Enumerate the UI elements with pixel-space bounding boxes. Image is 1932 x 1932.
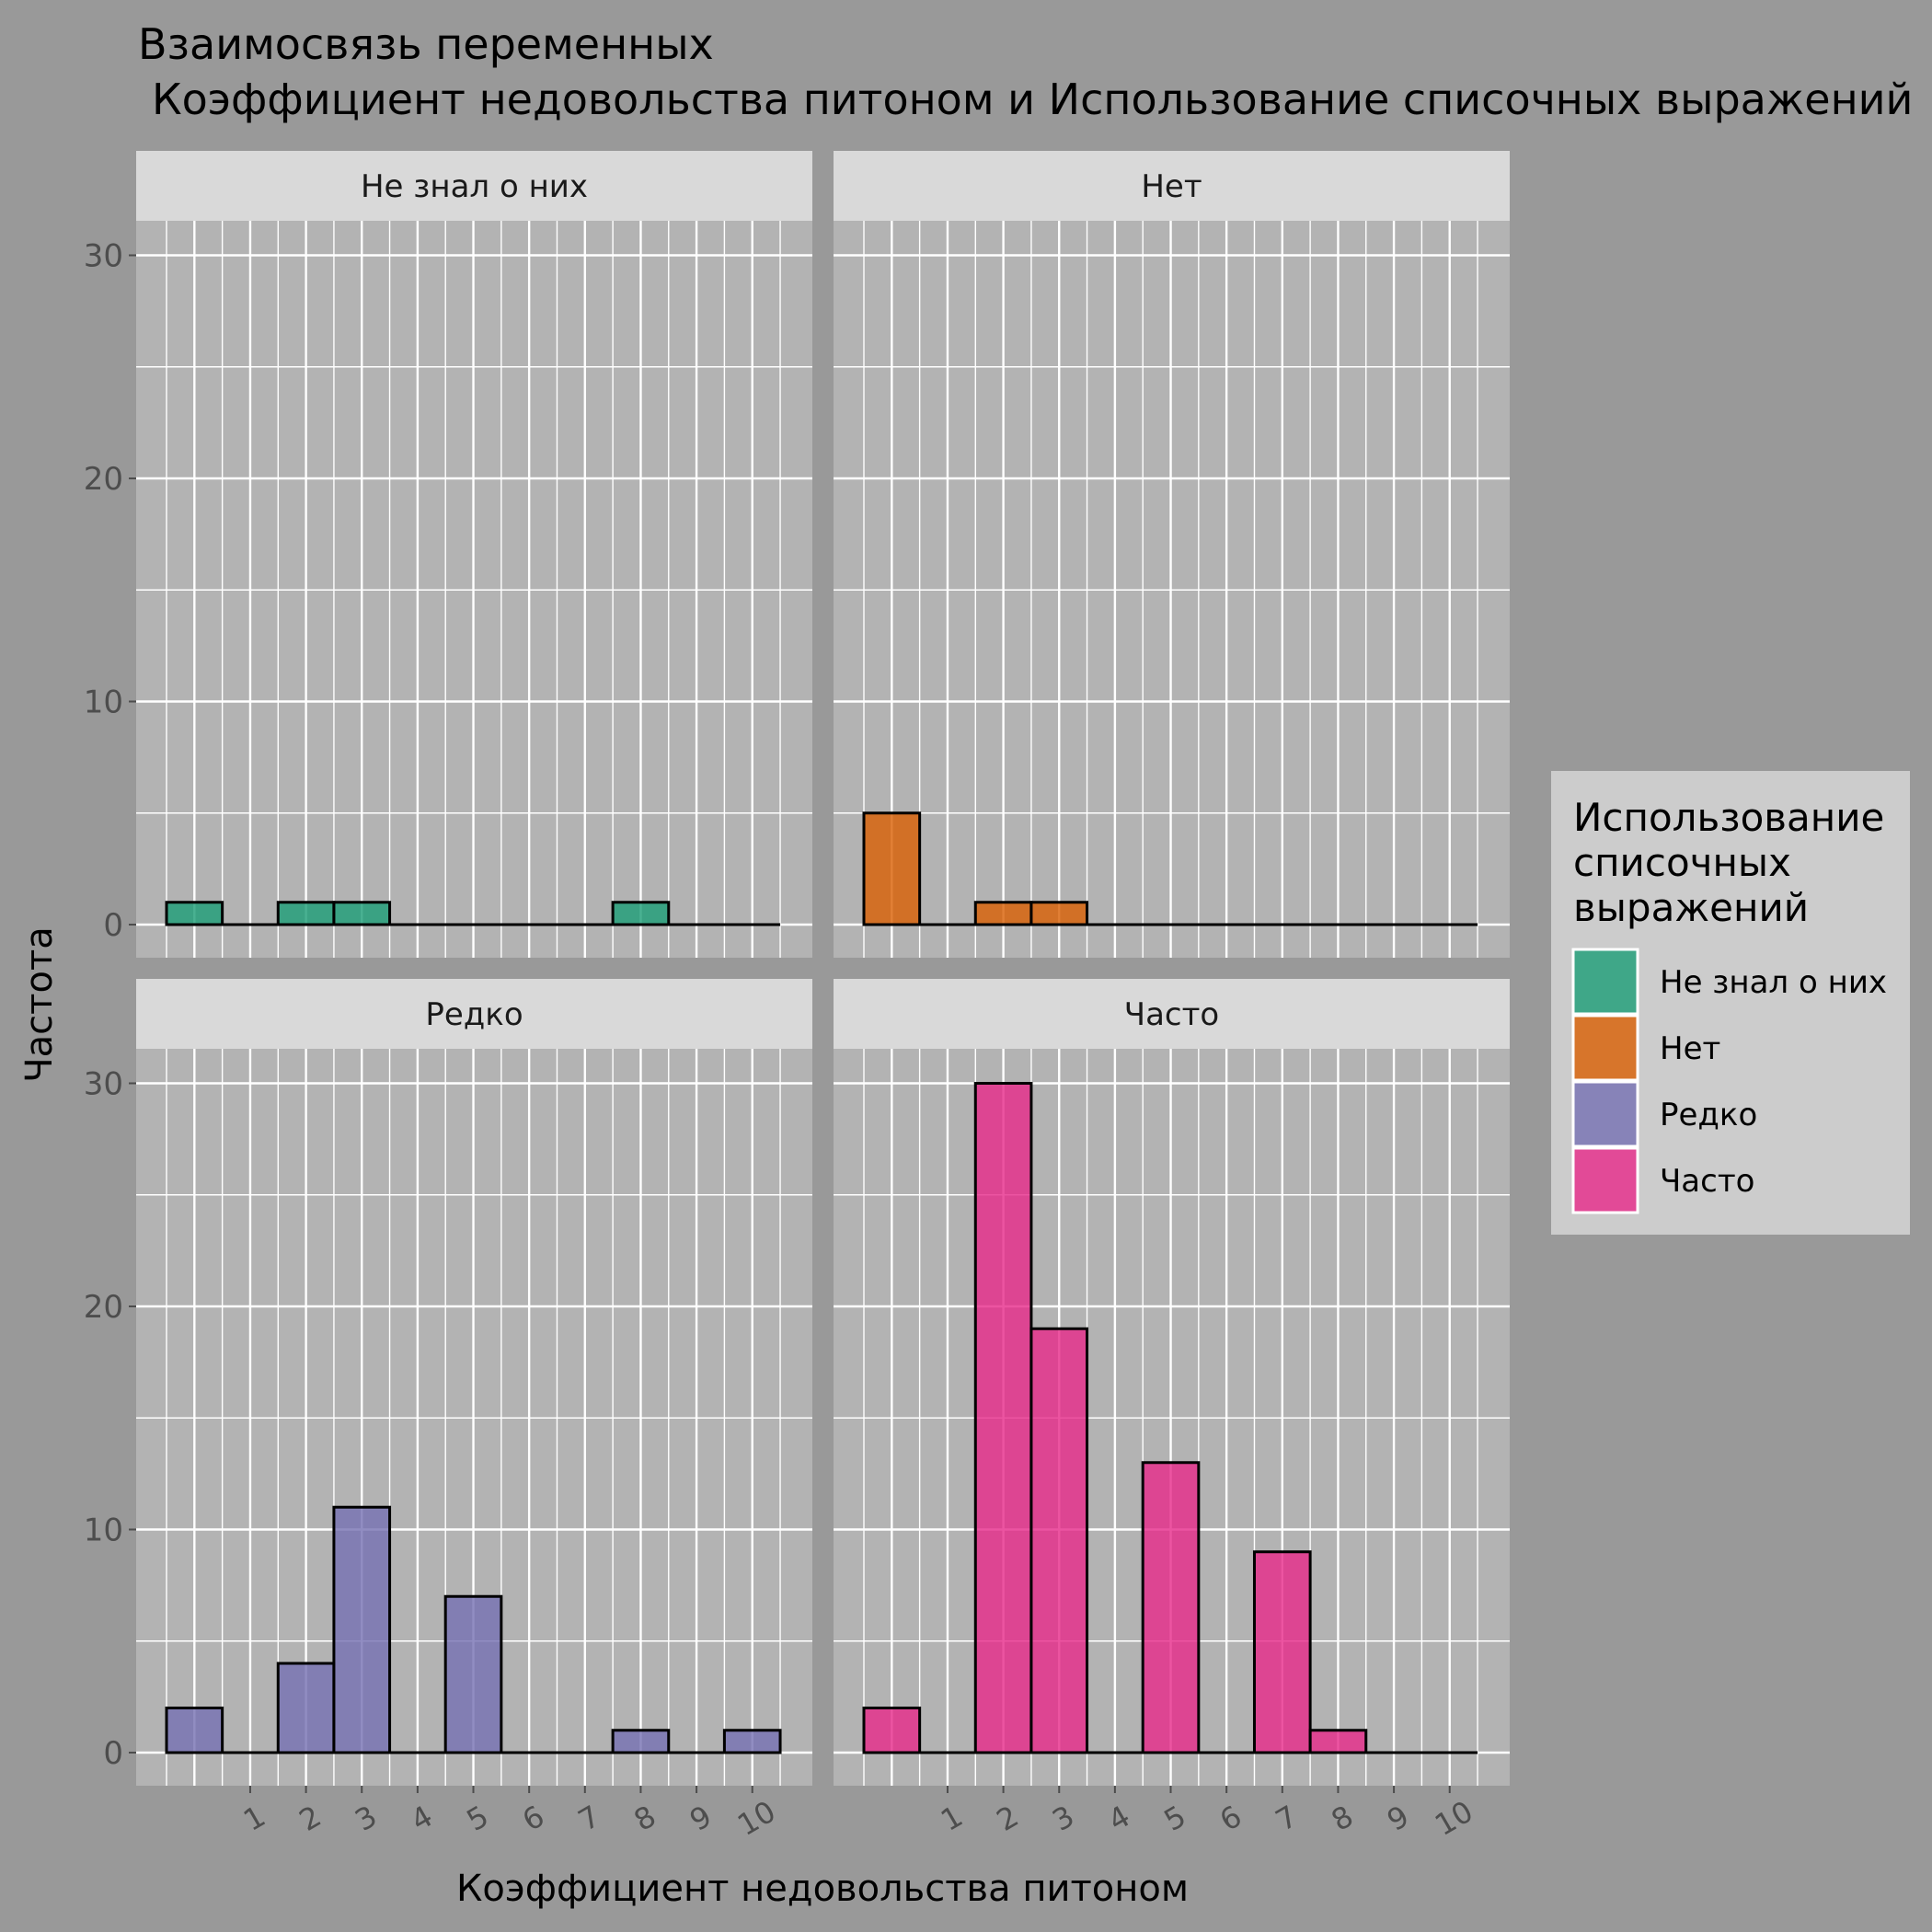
bar	[276, 901, 336, 926]
x-tick-label: 4	[405, 1799, 439, 1838]
facet-panel: Редко 0 10 20 30 1 2 3 4 5 6 7 8 9 10	[84, 979, 812, 1843]
legend-label: Часто	[1660, 1163, 1754, 1200]
chart-title-line2: Коэффициент недовольства питоном и Испол…	[152, 75, 1913, 124]
x-tick-label: 3	[1046, 1799, 1080, 1838]
facet-strip	[834, 979, 1510, 1049]
y-tick-label: 10	[84, 1512, 123, 1549]
legend-label: Не знал о них	[1660, 964, 1887, 1001]
x-tick-label: 2	[991, 1799, 1025, 1838]
x-tick-label: 4	[1102, 1799, 1136, 1838]
bar	[862, 1707, 922, 1754]
bar	[611, 901, 671, 926]
facet-panel: Нет	[834, 151, 1510, 958]
bar	[332, 901, 392, 926]
chart-title-line1: Взаимосвязь переменных	[138, 19, 714, 69]
x-tick-label: 1	[237, 1799, 271, 1838]
x-tick-label: 6	[1213, 1799, 1248, 1838]
bar	[862, 811, 922, 926]
bar	[1252, 1550, 1312, 1754]
x-tick-label: 5	[1158, 1799, 1192, 1838]
legend-key	[1571, 1146, 1639, 1214]
bar	[443, 1594, 503, 1754]
x-tick-label: 6	[516, 1799, 550, 1838]
bar	[1141, 1461, 1201, 1754]
facet-strip	[834, 151, 1510, 221]
facet-panel: Часто 1 2 3 4 5 6 7 8 9 10	[834, 979, 1510, 1843]
bar	[165, 1707, 224, 1754]
bar	[973, 1082, 1033, 1754]
x-tick-label: 2	[293, 1799, 328, 1838]
x-tick-label: 9	[684, 1799, 718, 1838]
y-tick-label: 20	[84, 1289, 123, 1326]
x-tick-label: 10	[731, 1794, 781, 1843]
x-tick-label: 7	[1270, 1799, 1304, 1838]
bar	[332, 1505, 392, 1754]
facet-strip	[136, 979, 812, 1049]
bar	[165, 901, 224, 926]
bar	[276, 1662, 336, 1754]
x-tick-label: 5	[461, 1799, 495, 1838]
legend-label: Нет	[1660, 1030, 1720, 1067]
legend-label: Редко	[1660, 1097, 1757, 1133]
y-tick-label: 20	[84, 461, 123, 498]
legend-title: Использование	[1573, 795, 1884, 840]
facet-panel: Не знал о них 0 10 20 30	[84, 151, 812, 958]
legend-title: списочных	[1573, 840, 1791, 885]
x-tick-label: 8	[628, 1799, 662, 1838]
x-tick-label: 8	[1326, 1799, 1360, 1838]
y-axis-title: Частота	[18, 926, 61, 1083]
x-tick-label: 1	[935, 1799, 969, 1838]
facet-strip	[136, 151, 812, 221]
y-tick-label: 30	[84, 1066, 123, 1103]
x-axis-title: Коэффициент недовольства питоном	[456, 1868, 1189, 1910]
y-tick-label: 0	[103, 1735, 123, 1772]
facet-strip-label: Редко	[425, 996, 523, 1033]
legend-key	[1571, 948, 1639, 1016]
y-tick-label: 30	[84, 238, 123, 275]
bar	[1029, 901, 1089, 926]
facet-strip-label: Нет	[1141, 168, 1202, 205]
legend-key	[1571, 1080, 1639, 1148]
facet-strip-label: Часто	[1124, 996, 1219, 1033]
y-tick-label: 10	[84, 684, 123, 721]
bar	[722, 1729, 782, 1754]
x-tick-label: 3	[349, 1799, 383, 1838]
y-tick-label: 0	[103, 907, 123, 944]
x-tick-label: 9	[1381, 1799, 1415, 1838]
legend-title: выражений	[1573, 885, 1809, 930]
x-tick-label: 7	[572, 1799, 606, 1838]
bar	[973, 901, 1033, 926]
bar	[1308, 1729, 1368, 1754]
facet-strip-label: Не знал о них	[361, 168, 588, 205]
legend-key	[1571, 1014, 1639, 1082]
x-tick-label: 10	[1429, 1794, 1478, 1843]
bar	[611, 1729, 671, 1754]
bar	[1029, 1327, 1089, 1754]
